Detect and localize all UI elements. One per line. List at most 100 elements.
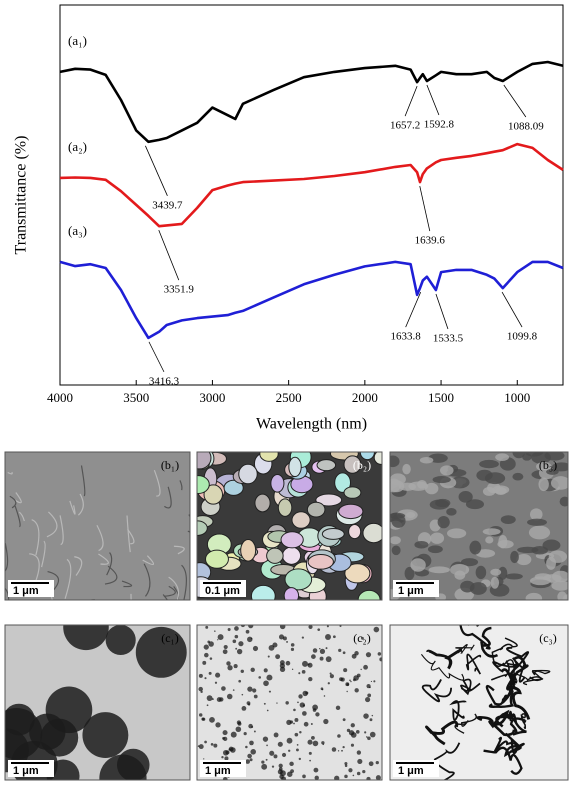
speck xyxy=(341,750,343,752)
scale-label: 1 μm xyxy=(13,585,39,597)
ridge xyxy=(406,512,415,518)
speck xyxy=(283,636,287,640)
grain xyxy=(278,499,291,517)
x-tick-label: 2500 xyxy=(276,390,302,405)
speck xyxy=(241,670,244,673)
speck xyxy=(227,665,232,670)
speck xyxy=(238,680,241,683)
speck xyxy=(286,661,291,666)
spectrum-line xyxy=(60,144,563,226)
speck xyxy=(231,732,237,738)
speck xyxy=(351,744,354,747)
annotation: 1592.8 xyxy=(424,119,455,131)
speck xyxy=(290,769,294,773)
micrograph: (b₃)1 μm xyxy=(381,446,573,604)
ridge xyxy=(435,499,450,507)
ridge xyxy=(552,571,570,582)
speck xyxy=(293,723,295,725)
micrograph: (c₁)1 μm xyxy=(0,605,190,785)
speck xyxy=(245,746,248,749)
grain xyxy=(317,460,336,471)
speck xyxy=(242,706,247,711)
speck xyxy=(221,756,223,758)
speck xyxy=(207,695,213,701)
scale-label: 1 μm xyxy=(13,765,39,777)
ridge xyxy=(485,536,493,543)
y-axis-label: Transmittance (%) xyxy=(13,136,30,255)
speck xyxy=(325,634,331,640)
ridge xyxy=(446,508,456,516)
annotation: 1533.5 xyxy=(433,333,464,345)
speck xyxy=(204,644,209,649)
speck xyxy=(222,737,225,740)
speck xyxy=(210,657,212,659)
speck xyxy=(295,733,299,737)
ridge xyxy=(440,465,454,475)
speck xyxy=(251,638,253,640)
ridge xyxy=(491,577,499,589)
speck xyxy=(302,670,306,674)
annotation: 1088.09 xyxy=(508,121,544,133)
speck xyxy=(199,744,204,749)
speck xyxy=(300,702,305,707)
speck xyxy=(293,709,296,712)
speck xyxy=(278,742,283,747)
ridge xyxy=(546,557,556,570)
x-tick-label: 3500 xyxy=(123,390,149,405)
speck xyxy=(279,764,283,768)
speck xyxy=(234,664,238,668)
speck xyxy=(376,775,381,780)
ridge xyxy=(538,477,548,491)
grain xyxy=(289,457,301,476)
ridge xyxy=(425,483,438,494)
ridge xyxy=(495,487,507,495)
grain xyxy=(349,525,361,539)
speck xyxy=(319,648,320,649)
speck xyxy=(200,691,202,693)
speck xyxy=(369,761,374,766)
grain xyxy=(255,494,270,512)
ridge xyxy=(438,516,450,528)
speck xyxy=(261,764,267,770)
speck xyxy=(373,680,375,682)
speck xyxy=(254,730,256,732)
speck xyxy=(366,652,371,657)
speck xyxy=(357,750,361,754)
ridge xyxy=(476,566,487,579)
speck xyxy=(229,748,231,750)
speck xyxy=(289,762,293,766)
speck xyxy=(297,744,299,746)
speck xyxy=(366,684,370,688)
speck xyxy=(344,775,348,779)
micrograph: (b₂)0.1 μm xyxy=(187,445,388,609)
speck xyxy=(215,722,220,727)
ridge xyxy=(386,456,399,468)
speck xyxy=(237,649,242,654)
speck xyxy=(372,715,373,716)
scale-label: 1 μm xyxy=(398,585,424,597)
speck xyxy=(378,652,382,656)
speck xyxy=(263,680,269,686)
speck xyxy=(217,697,222,702)
series-label: (a₃) xyxy=(68,223,87,238)
ridge xyxy=(479,460,499,468)
blob xyxy=(40,719,78,757)
series-label: (a₁) xyxy=(68,33,87,48)
annotation-leader xyxy=(504,85,526,117)
speck xyxy=(217,639,218,640)
speck xyxy=(218,634,224,640)
ridge xyxy=(557,591,567,602)
speck xyxy=(364,731,366,733)
speck xyxy=(205,626,208,629)
speck xyxy=(320,649,325,654)
figure: 4000350030002500200015001000Wavelength (… xyxy=(0,0,573,785)
speck xyxy=(261,761,264,764)
x-tick-label: 1500 xyxy=(428,390,454,405)
speck xyxy=(362,770,365,773)
speck xyxy=(269,691,271,693)
annotation-leader xyxy=(427,85,439,115)
speck xyxy=(311,736,315,740)
speck xyxy=(207,704,209,706)
speck xyxy=(327,625,329,627)
speck xyxy=(313,648,318,653)
